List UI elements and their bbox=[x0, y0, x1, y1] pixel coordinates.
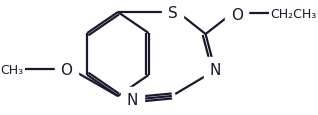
Text: CH₃: CH₃ bbox=[0, 64, 24, 77]
Text: O: O bbox=[60, 63, 73, 78]
Text: N: N bbox=[127, 93, 138, 108]
Text: CH₂CH₃: CH₂CH₃ bbox=[271, 8, 317, 21]
Text: S: S bbox=[168, 6, 177, 21]
Text: O: O bbox=[231, 7, 243, 22]
Text: N: N bbox=[210, 63, 221, 78]
